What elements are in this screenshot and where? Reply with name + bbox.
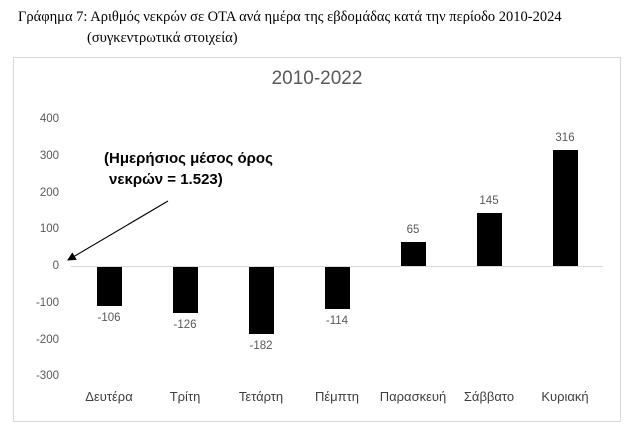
y-axis-tick-label: 300 (39, 149, 59, 162)
figure-caption-line1: Γράφημα 7: Αριθμός νεκρών σε ΟΤΑ ανά ημέ… (18, 9, 562, 25)
chart-annotation-line2: νεκρών = 1.523) (109, 171, 223, 188)
figure-caption: Γράφημα 7: Αριθμός νεκρών σε ΟΤΑ ανά ημέ… (18, 7, 624, 49)
annotation-arrow-icon (67, 200, 169, 261)
figure-caption-line2: (συγκεντρωτικά στοιχεία) (87, 30, 238, 46)
chart-frame: 2010-2022 (Ημερήσιος μέσος όρος νεκρών =… (13, 57, 621, 422)
value-label-Δευτέρα: -106 (97, 311, 121, 324)
x-axis-zero-line (71, 266, 603, 267)
bar-Δευτέρα (96, 267, 122, 306)
y-axis-tick-label: 100 (39, 223, 59, 236)
y-axis-tick-label: -300 (35, 370, 59, 383)
chart-title: 2010-2022 (271, 68, 363, 89)
bar-Τετάρτη (248, 267, 274, 334)
x-axis-label-Δευτέρα: Δευτέρα (85, 389, 133, 404)
bar-Πέμπτη (324, 267, 350, 309)
value-label-Τετάρτη: -182 (249, 339, 273, 352)
y-axis-tick-label: 0 (52, 260, 59, 272)
value-label-Σάββατο: 145 (479, 194, 499, 207)
value-label-Τρίτη: -126 (173, 319, 197, 332)
chart-annotation: (Ημερήσιος μέσος όρος νεκρών = 1.523) (104, 148, 273, 190)
bar-Παρασκευή (400, 242, 426, 266)
y-axis-tick-label: 200 (39, 186, 59, 199)
y-axis-tick-label: -200 (35, 333, 59, 346)
value-label-Παρασκευή: 65 (406, 224, 420, 237)
x-axis-label-Τετάρτη: Τετάρτη (238, 389, 284, 404)
bar-Κυριακή (552, 149, 578, 266)
chart-annotation-line1: (Ημερήσιος μέσος όρος (104, 150, 273, 167)
x-axis-label-Τρίτη: Τρίτη (169, 389, 201, 404)
y-axis-tick-label: -100 (35, 296, 59, 309)
bar-Τρίτη (172, 267, 198, 314)
bar-Σάββατο (476, 212, 502, 266)
value-label-Πέμπτη: -114 (325, 314, 349, 327)
y-axis-tick-label: 400 (39, 113, 59, 125)
x-axis-label-Πέμπτη: Πέμπτη (314, 389, 359, 404)
x-axis-label-Σάββατο: Σάββατο (463, 389, 515, 404)
x-axis-label-Κυριακή: Κυριακή (541, 389, 589, 404)
x-axis-label-Παρασκευή: Παρασκευή (379, 389, 447, 404)
value-label-Κυριακή: 316 (555, 131, 575, 144)
